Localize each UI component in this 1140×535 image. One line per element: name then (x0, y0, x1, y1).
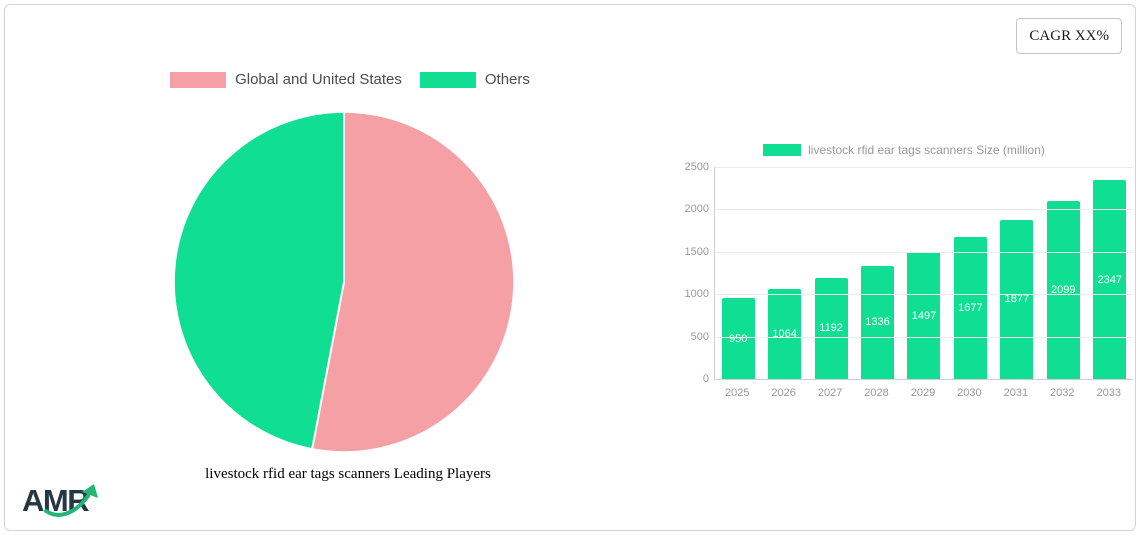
bar-2031: 1877 (1000, 219, 1034, 379)
bars-container: 950 1064 1192 1336 1497 1677 1877 2099 2347 (715, 167, 1133, 379)
bar-2027: 1192 (814, 277, 848, 379)
y-axis-tick-label: 1000 (684, 288, 709, 301)
y-axis-tick-label: 0 (702, 373, 709, 385)
gridline (715, 251, 1133, 253)
x-axis-tick-label: 2028 (864, 387, 889, 399)
bar-value-label: 950 (729, 332, 748, 345)
bar-value-label: 1877 (1004, 293, 1030, 306)
legend-label-others: Others (484, 71, 530, 88)
x-axis-labels: 2025 2026 2027 2028 2029 2030 2031 2032 2033 (714, 387, 1132, 399)
x-axis-tick-label: 2026 (771, 387, 796, 399)
x-axis-tick-label: 2031 (1003, 387, 1029, 399)
x-axis-tick-label: 2025 (724, 387, 750, 399)
x-axis-tick-label: 2030 (957, 387, 982, 399)
pie-legend: Global and United States Others (120, 71, 580, 88)
bar-value-label: 1497 (911, 309, 937, 322)
bar-value-label: 1064 (772, 327, 797, 340)
pie-caption: livestock rfid ear tags scanners Leading… (205, 466, 491, 482)
pie-chart (172, 110, 516, 454)
bar-value-label: 1336 (865, 316, 890, 329)
gridline (715, 167, 1133, 168)
cagr-badge: CAGR XX% (1016, 18, 1122, 54)
bar-2032: 2099 (1046, 201, 1080, 379)
bar-value-label: 1192 (819, 322, 843, 335)
x-axis-tick-label: 2029 (910, 387, 936, 399)
bar-2030: 1677 (953, 236, 987, 379)
bar-value-label: 1677 (958, 301, 983, 314)
y-axis-tick-label: 2500 (684, 161, 709, 173)
bar-value-label: 2099 (1051, 284, 1076, 296)
bar-2026: 1064 (768, 288, 802, 379)
legend-swatch-others (419, 71, 476, 88)
bar-legend: livestock rfid ear tags scanners Size (m… (674, 143, 1134, 157)
gridline (715, 209, 1133, 211)
bar-value-label: 2347 (1097, 273, 1122, 286)
pie-slice-1 (172, 110, 345, 451)
legend-label-global-and-us: Global and United States (235, 71, 402, 88)
x-axis-tick-label: 2032 (1050, 387, 1075, 399)
legend-swatch-global-and-us (170, 71, 227, 88)
amr-logo-arrow-icon (44, 484, 98, 517)
bar-2033: 2347 (1093, 180, 1127, 379)
bar-legend-label: livestock rfid ear tags scanners Size (m… (808, 143, 1045, 157)
cagr-label: CAGR XX% (1029, 27, 1109, 44)
y-axis-tick-label: 500 (690, 330, 709, 343)
bar-chart: livestock rfid ear tags scanners Size (m… (674, 143, 1134, 399)
y-axis-tick-label: 1500 (684, 245, 709, 258)
bar-2029: 1497 (907, 252, 941, 379)
pie-slice-0 (311, 110, 516, 454)
bar-2025: 950 (721, 298, 755, 379)
bar-2028: 1336 (861, 265, 895, 379)
x-axis-tick-label: 2027 (817, 387, 843, 399)
x-axis-tick-label: 2033 (1096, 387, 1121, 399)
bar-legend-swatch (763, 144, 802, 156)
amr-logo-text: AMR (22, 483, 90, 518)
amr-logo: AMR (22, 481, 117, 525)
gridline (715, 336, 1133, 338)
bar-plot-area: 950 1064 1192 1336 1497 1677 1877 2099 2347 0 500… (685, 161, 1133, 385)
gridline (715, 294, 1133, 296)
y-axis-tick-label: 2000 (684, 203, 709, 216)
